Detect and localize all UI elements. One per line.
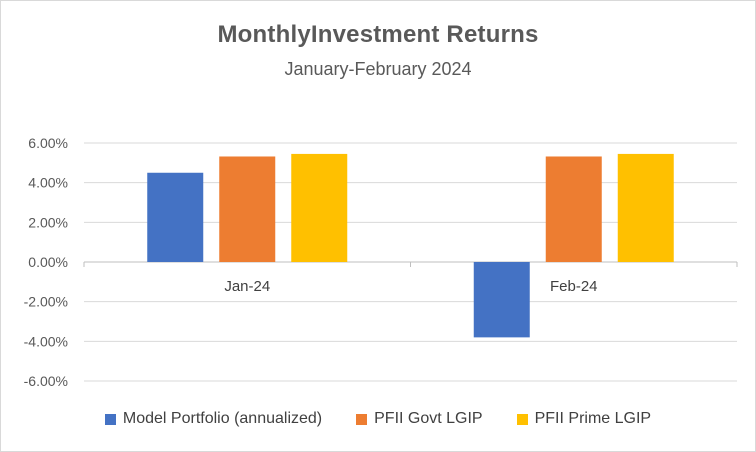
x-category-label: Jan-24 (224, 278, 270, 295)
y-tick-label: 6.00% (28, 135, 68, 151)
y-tick-label: 2.00% (28, 214, 68, 230)
legend-item-pfii-prime: PFII Prime LGIP (516, 410, 652, 428)
legend-label-pfii-prime: PFII Prime LGIP (534, 410, 652, 427)
bar-pfii-govt-lgip-feb-24 (545, 156, 602, 262)
x-category-label: Feb-24 (550, 278, 598, 295)
legend-swatch-pfii-prime (516, 413, 528, 425)
chart-title: MonthlyInvestment Returns (217, 21, 539, 48)
y-tick-label: 4.00% (28, 175, 68, 191)
y-tick-label: 0.00% (28, 254, 68, 270)
bar-pfii-prime-lgip-jan-24 (291, 153, 348, 262)
legend-swatch-pfii-govt (356, 413, 368, 425)
legend-swatch-model-portfolio (104, 413, 116, 425)
bar-model-portfolio-annualized-jan-24 (147, 172, 204, 262)
legend-label-pfii-govt: PFII Govt LGIP (374, 410, 483, 427)
plot-area: 6.00% 4.00% 2.00% 0.00% -2.00% -4.00% -6.00% Ja… (24, 135, 738, 389)
bar-pfii-govt-lgip-jan-24 (219, 156, 276, 262)
legend: Model Portfolio (annualized) PFII Govt L… (1, 410, 755, 428)
bar-pfii-prime-lgip-feb-24 (617, 153, 674, 262)
chart-subtitle: January-February 2024 (284, 59, 472, 79)
bar-model-portfolio-annualized-feb-24 (473, 262, 530, 338)
legend-item-model-portfolio: Model Portfolio (annualized) (104, 410, 323, 428)
legend-item-pfii-govt: PFII Govt LGIP (356, 410, 483, 428)
y-tick-label: -2.00% (24, 294, 68, 310)
legend-label-model-portfolio: Model Portfolio (annualized) (122, 410, 323, 427)
y-tick-label: -6.00% (24, 373, 68, 389)
y-tick-label: -4.00% (24, 333, 68, 349)
